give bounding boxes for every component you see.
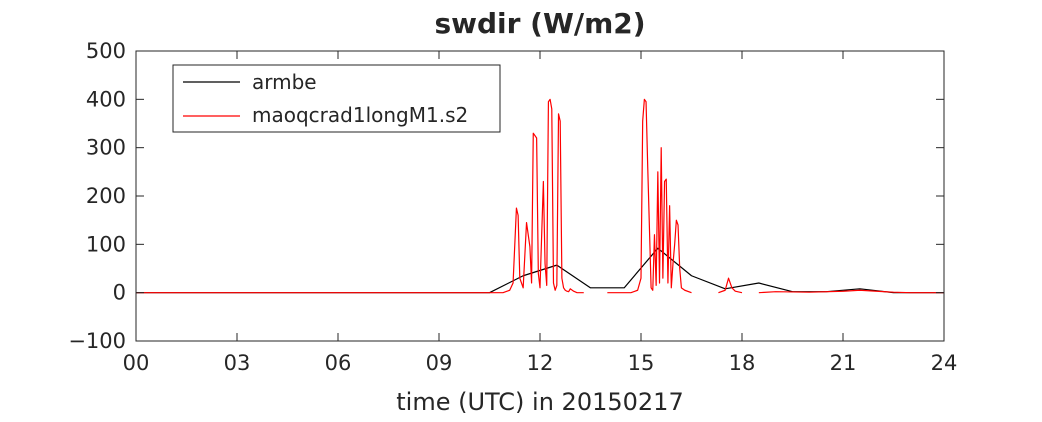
- x-axis-label: time (UTC) in 20150217: [396, 388, 683, 416]
- y-tick-label: 0: [113, 281, 126, 305]
- series-line-armbe-segment-0: [136, 247, 944, 294]
- legend-box: [172, 64, 501, 133]
- y-tick-label: 500: [86, 39, 126, 63]
- series-layer: [136, 98, 944, 294]
- y-tick-label: 200: [86, 184, 126, 208]
- x-tick-label: 24: [931, 351, 958, 375]
- series-line-maoqcrad1longM1-segment-0: [136, 98, 584, 294]
- x-tick-label: 12: [527, 351, 554, 375]
- x-tick-label: 15: [628, 351, 655, 375]
- x-tick-label: 06: [325, 351, 352, 375]
- axis-ticks: 00 03 06 09 12 15 18 21 24 −100 0 100 200 300 400 500: [68, 39, 957, 375]
- x-tick-label: 00: [123, 351, 150, 375]
- y-tick-label: 400: [86, 87, 126, 111]
- x-tick-label: 03: [224, 351, 251, 375]
- legend-label-maoqcrad1longM1: maoqcrad1longM1.s2: [252, 103, 468, 127]
- x-tick-label: 21: [830, 351, 857, 375]
- y-tick-label: −100: [68, 329, 126, 353]
- series-line-maoqcrad1longM1-segment-2: [718, 277, 743, 294]
- x-tick-label: 18: [729, 351, 756, 375]
- legend: armbe maoqcrad1longM1.s2: [172, 64, 501, 133]
- series-line-maoqcrad1longM1-segment-3: [758, 289, 944, 294]
- x-tick-label: 09: [426, 351, 453, 375]
- series-line-maoqcrad1longM1-segment-1: [607, 98, 692, 294]
- y-tick-label: 300: [86, 136, 126, 160]
- legend-label-armbe: armbe: [252, 70, 317, 94]
- chart-title: swdir (W/m2): [434, 7, 645, 40]
- y-tick-label: 100: [86, 232, 126, 256]
